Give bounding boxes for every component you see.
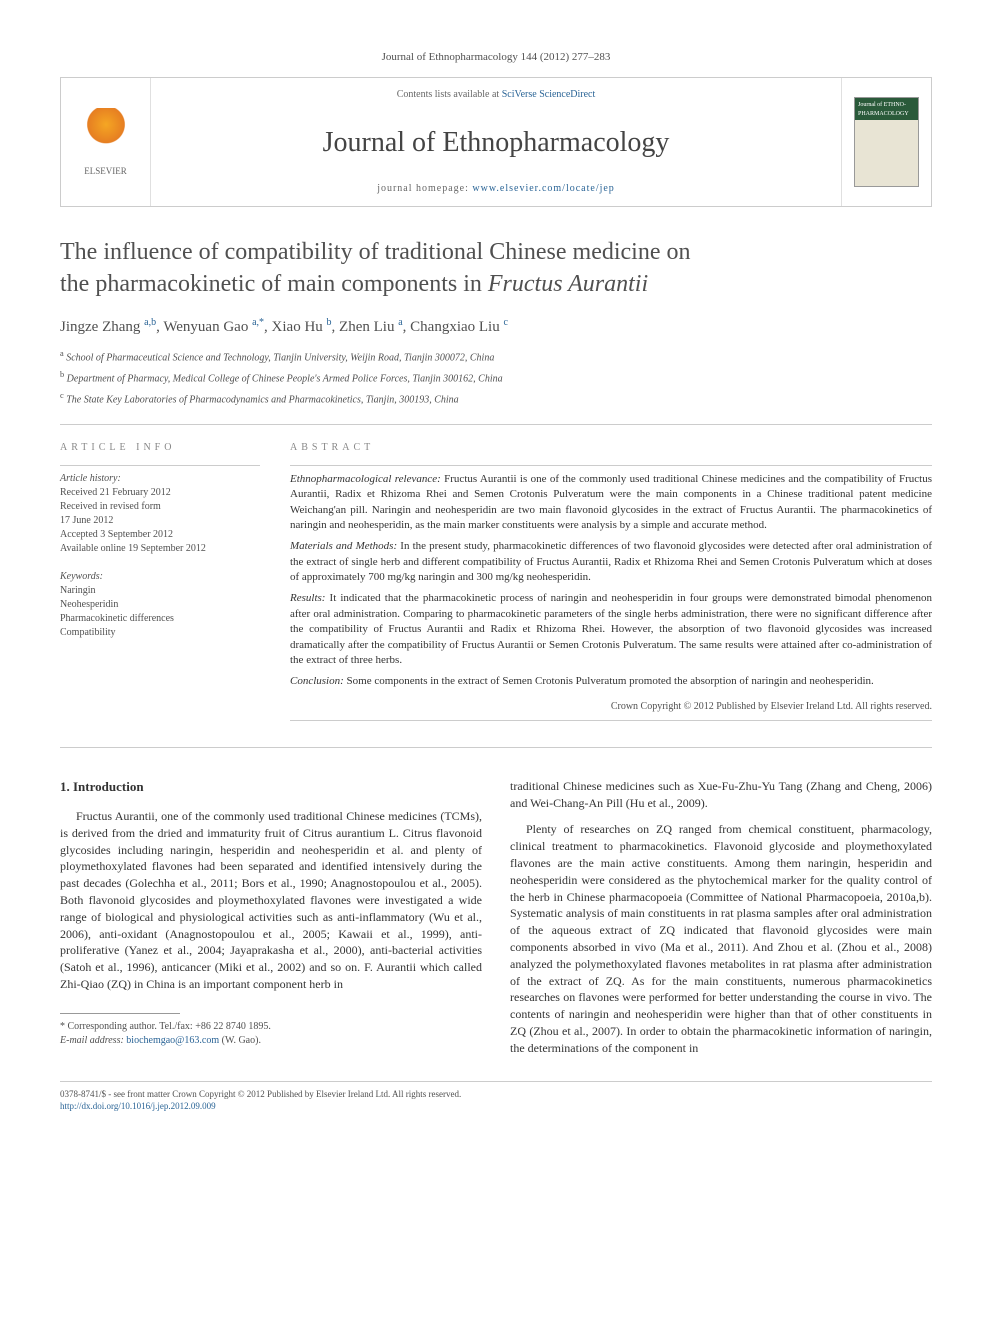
affiliations: a School of Pharmaceutical Science and T… [60, 348, 932, 408]
journal-header-box: ELSEVIER Contents lists available at Sci… [60, 77, 932, 207]
article-info: ARTICLE INFO Article history: Received 2… [60, 441, 260, 727]
body-divider [60, 747, 932, 748]
body-columns: 1. Introduction Fructus Aurantii, one of… [60, 778, 932, 1067]
keyword: Compatibility [60, 626, 260, 640]
sciencedirect-link[interactable]: SciVerse ScienceDirect [502, 89, 596, 100]
info-divider [60, 465, 260, 466]
article-title: The influence of compatibility of tradit… [60, 237, 932, 299]
email-footnote: E-mail address: biochemgao@163.com (W. G… [60, 1034, 482, 1048]
keywords-label: Keywords: [60, 570, 260, 584]
history-line: Received 21 February 2012 [60, 486, 260, 500]
keyword: Neohesperidin [60, 598, 260, 612]
divider [60, 424, 932, 425]
article-history: Article history: Received 21 February 20… [60, 472, 260, 556]
results-text: It indicated that the pharmacokinetic pr… [290, 592, 932, 666]
article-info-heading: ARTICLE INFO [60, 441, 260, 455]
abstract-divider [290, 465, 932, 466]
homepage-prefix: journal homepage: [377, 183, 472, 194]
keyword: Naringin [60, 584, 260, 598]
keyword: Pharmacokinetic differences [60, 612, 260, 626]
journal-cover: Journal of ETHNO-PHARMACOLOGY [841, 78, 931, 206]
abstract-methods: Materials and Methods: In the present st… [290, 539, 932, 585]
elsevier-tree-icon [81, 108, 131, 163]
body-col-left: 1. Introduction Fructus Aurantii, one of… [60, 778, 482, 1067]
conclusion-text: Some components in the extract of Semen … [344, 675, 874, 687]
journal-title: Journal of Ethnopharmacology [171, 123, 821, 162]
history-line: 17 June 2012 [60, 514, 260, 528]
contents-prefix: Contents lists available at [397, 89, 502, 100]
methods-label: Materials and Methods: [290, 540, 397, 552]
footer-line2: http://dx.doi.org/10.1016/j.jep.2012.09.… [60, 1100, 932, 1113]
history-label: Article history: [60, 472, 260, 486]
history-line: Available online 19 September 2012 [60, 542, 260, 556]
body-col-right: traditional Chinese medicines such as Xu… [510, 778, 932, 1067]
header-center: Contents lists available at SciVerse Sci… [151, 78, 841, 206]
elsevier-label: ELSEVIER [84, 165, 127, 178]
corresponding-footnote: * Corresponding author. Tel./fax: +86 22… [60, 1020, 482, 1034]
abstract-conclusion: Conclusion: Some components in the extra… [290, 674, 932, 689]
email-link[interactable]: biochemgao@163.com [126, 1035, 219, 1046]
elsevier-logo: ELSEVIER [61, 78, 151, 206]
title-line1: The influence of compatibility of tradit… [60, 239, 690, 265]
footer-line1: 0378-8741/$ - see front matter Crown Cop… [60, 1088, 932, 1101]
title-line2-italic: Fructus Aurantii [488, 271, 648, 297]
intro-heading: 1. Introduction [60, 778, 482, 796]
relevance-label: Ethnopharmacological relevance: [290, 473, 441, 485]
affiliation: a School of Pharmaceutical Science and T… [60, 348, 932, 365]
intro-p3: Plenty of researches on ZQ ranged from c… [510, 821, 932, 1056]
email-label: E-mail address: [60, 1035, 126, 1046]
history-line: Received in revised form [60, 500, 260, 514]
keywords-block: Keywords: NaringinNeohesperidinPharmacok… [60, 570, 260, 640]
contents-line: Contents lists available at SciVerse Sci… [171, 88, 821, 102]
abstract-heading: ABSTRACT [290, 441, 932, 455]
authors: Jingze Zhang a,b, Wenyuan Gao a,*, Xiao … [60, 316, 932, 338]
homepage-link[interactable]: www.elsevier.com/locate/jep [472, 183, 614, 194]
history-line: Accepted 3 September 2012 [60, 528, 260, 542]
abstract: ABSTRACT Ethnopharmacological relevance:… [290, 441, 932, 727]
page-footer: 0378-8741/$ - see front matter Crown Cop… [60, 1081, 932, 1113]
email-suffix: (W. Gao). [219, 1035, 261, 1046]
conclusion-label: Conclusion: [290, 675, 344, 687]
cover-thumbnail: Journal of ETHNO-PHARMACOLOGY [854, 97, 919, 187]
abstract-results: Results: It indicated that the pharmacok… [290, 591, 932, 668]
affiliation: c The State Key Laboratories of Pharmaco… [60, 390, 932, 407]
affiliation: b Department of Pharmacy, Medical Colleg… [60, 369, 932, 386]
abstract-bottom-divider [290, 720, 932, 721]
intro-p2: traditional Chinese medicines such as Xu… [510, 778, 932, 812]
doi-link[interactable]: http://dx.doi.org/10.1016/j.jep.2012.09.… [60, 1101, 216, 1111]
info-abstract-row: ARTICLE INFO Article history: Received 2… [60, 441, 932, 727]
abstract-relevance: Ethnopharmacological relevance: Fructus … [290, 472, 932, 534]
journal-homepage: journal homepage: www.elsevier.com/locat… [171, 182, 821, 196]
intro-p1: Fructus Aurantii, one of the commonly us… [60, 808, 482, 993]
journal-reference: Journal of Ethnopharmacology 144 (2012) … [60, 50, 932, 65]
abstract-copyright: Crown Copyright © 2012 Published by Else… [290, 700, 932, 714]
results-label: Results: [290, 592, 325, 604]
title-line2-prefix: the pharmacokinetic of main components i… [60, 271, 488, 297]
page: Journal of Ethnopharmacology 144 (2012) … [0, 0, 992, 1163]
footnote-divider [60, 1013, 180, 1014]
